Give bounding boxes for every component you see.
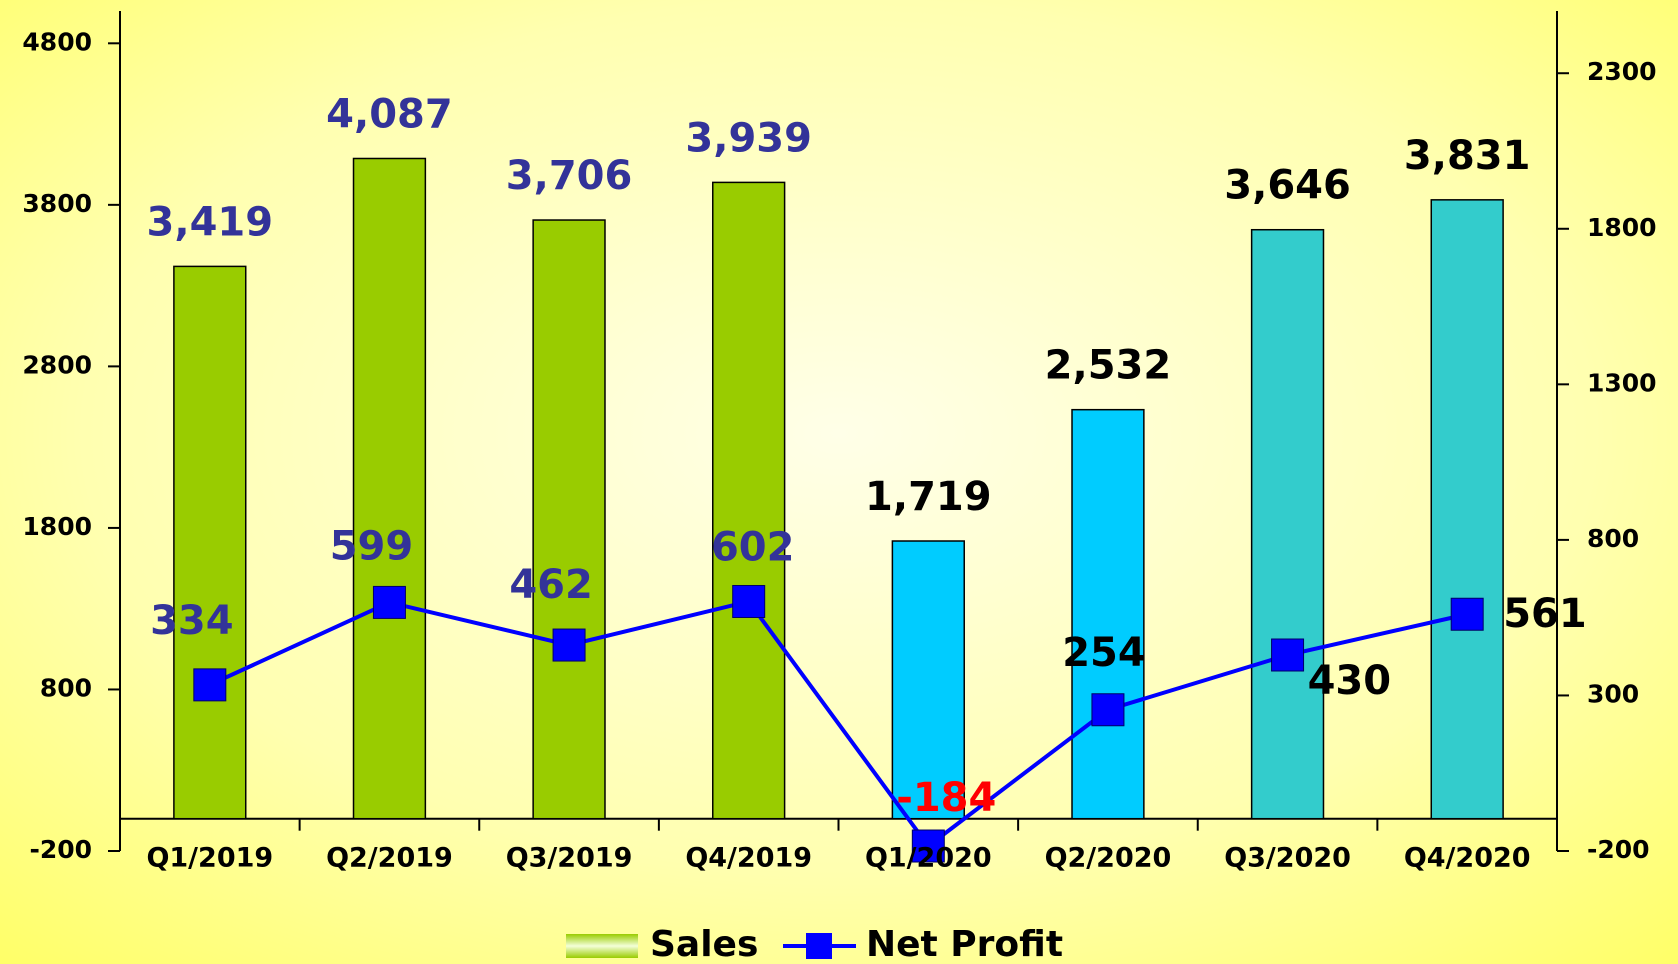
y2-tick-label: 300 [1587,679,1639,708]
bar-value-label: 1,719 [865,474,992,520]
x-tick-label: Q3/2019 [506,843,633,874]
bar [1250,228,1325,820]
line-marker [732,584,766,618]
legend-marker [806,933,832,959]
y2-tick-label: -200 [1587,835,1650,864]
line [208,599,1468,849]
y-tick-label: 3800 [22,189,92,218]
bar-value-label: 3,706 [506,153,633,199]
line-value-label: 561 [1503,591,1587,637]
line-marker [1450,597,1484,631]
line-marker [552,628,586,662]
line-value-label: 599 [330,523,414,569]
y-tick-label: 800 [40,673,92,702]
bar [532,219,606,820]
line-value-label: 462 [509,562,593,608]
bar-value-label: 3,939 [685,115,812,161]
line-value-label: 254 [1062,630,1146,676]
line-marker [1091,693,1125,727]
bar [173,265,247,820]
legend-swatch [566,934,638,958]
x-tick-label: Q1/2020 [865,843,992,874]
y-tick-label: 2800 [22,350,92,379]
x-tick-label: Q3/2020 [1224,843,1351,874]
bar-value-label: 3,419 [147,199,274,245]
legend-label: Sales [650,924,758,964]
line-marker [911,829,945,863]
y-tick-label: 4800 [22,27,92,56]
x-tick-label: Q2/2019 [326,843,453,874]
x-tick-label: Q4/2020 [1404,843,1531,874]
bar-value-label: 2,532 [1045,343,1172,389]
line-value-label: -184 [896,775,996,821]
line-value-label: 334 [150,598,234,644]
bar-value-label: 4,087 [326,91,453,137]
bar-value-label: 3,646 [1224,163,1351,209]
bar [1430,199,1504,820]
bar [352,157,427,820]
bar [1071,408,1145,820]
line-marker [193,668,227,702]
x-tick-label: Q2/2020 [1045,843,1172,874]
y2-tick-label: 2300 [1587,57,1657,86]
line-marker [372,585,406,619]
y-tick-label: 1800 [22,512,92,541]
y2-tick-label: 800 [1587,524,1639,553]
line-value-label: 602 [711,524,795,570]
x-tick-label: Q4/2019 [685,843,812,874]
line-marker [1271,638,1305,672]
line-value-label: 430 [1308,658,1392,704]
bar [891,540,965,820]
legend-label: Net Profit [866,924,1063,964]
bar [712,181,786,820]
bar-value-label: 3,831 [1404,133,1531,179]
y2-tick-label: 1300 [1587,368,1657,397]
x-tick-label: Q1/2019 [146,843,273,874]
y2-tick-label: 1800 [1587,213,1657,242]
y-tick-label: -200 [29,835,92,864]
